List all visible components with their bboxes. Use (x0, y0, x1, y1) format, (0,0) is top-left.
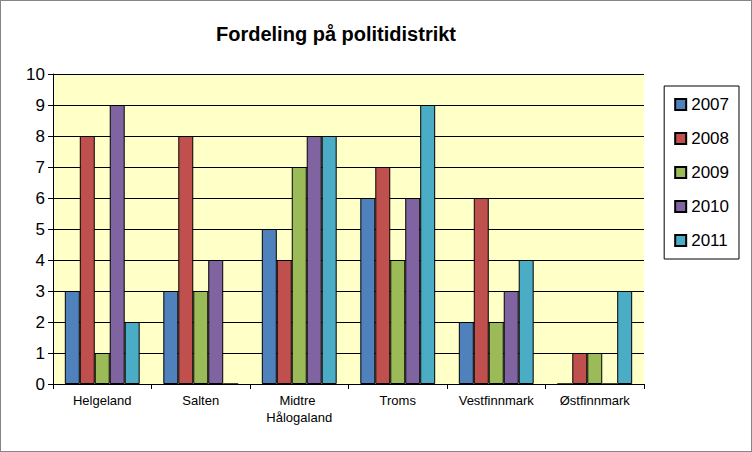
svg-text:6: 6 (36, 189, 45, 208)
svg-text:2010: 2010 (691, 197, 729, 216)
svg-text:8: 8 (36, 127, 45, 146)
svg-text:1: 1 (36, 344, 45, 363)
svg-text:Hålogaland: Hålogaland (266, 410, 332, 425)
svg-text:2008: 2008 (691, 129, 729, 148)
svg-text:Midtre: Midtre (279, 393, 319, 408)
svg-text:Vestfinnmark: Vestfinnmark (459, 393, 535, 408)
svg-text:Salten: Salten (182, 393, 219, 408)
svg-text:Troms: Troms (380, 393, 417, 408)
svg-text:3: 3 (36, 282, 45, 301)
svg-text:2: 2 (36, 313, 45, 332)
svg-text:5: 5 (36, 220, 45, 239)
svg-text:4: 4 (36, 251, 45, 270)
svg-text:Fordeling på politidistrikt: Fordeling på politidistrikt (216, 23, 456, 45)
svg-text:9: 9 (36, 96, 45, 115)
svg-text:10: 10 (26, 65, 45, 84)
svg-text:2011: 2011 (691, 231, 728, 250)
svg-text:7: 7 (36, 158, 45, 177)
svg-text:2007: 2007 (691, 95, 729, 114)
svg-text:Helgeland: Helgeland (73, 393, 132, 408)
svg-text:2009: 2009 (691, 163, 729, 182)
svg-text:0: 0 (36, 375, 45, 394)
svg-text:Østfinnmark: Østfinnmark (560, 393, 631, 408)
